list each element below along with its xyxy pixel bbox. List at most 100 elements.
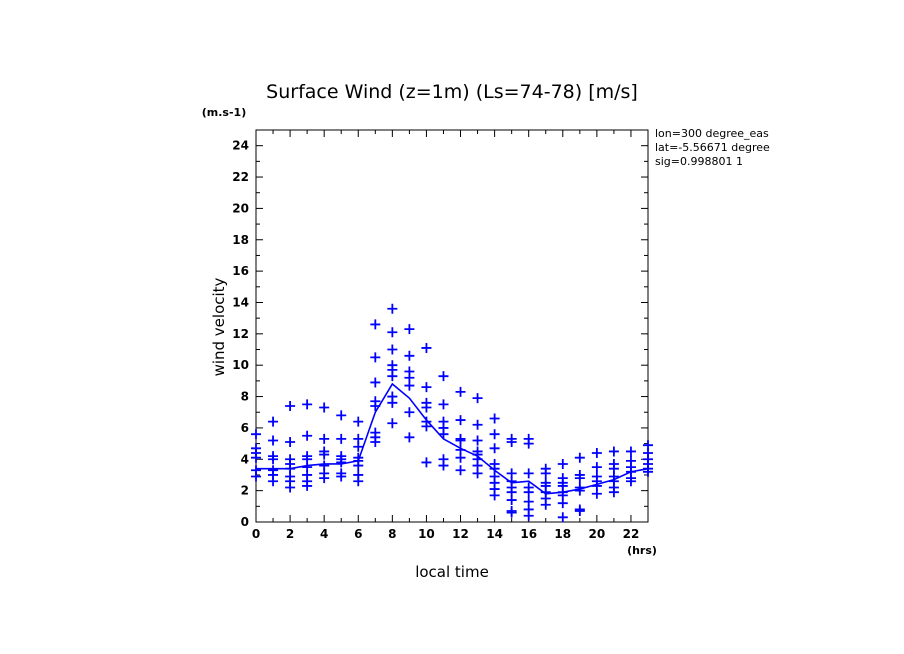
- y-tick-label: 22: [232, 170, 249, 184]
- scatter-point: [574, 485, 585, 496]
- y-tick-label: 10: [232, 358, 249, 372]
- scatter-point: [540, 468, 551, 479]
- scatter-point: [268, 435, 279, 446]
- x-tick-label: 10: [418, 527, 435, 541]
- scatter-point: [489, 413, 500, 424]
- scatter-point: [455, 465, 466, 476]
- scatter-point: [370, 352, 381, 363]
- scatter-point: [353, 416, 364, 427]
- scatter-point: [251, 471, 261, 482]
- scatter-point: [540, 499, 551, 510]
- y-tick-label: 4: [241, 452, 249, 466]
- scatter-point: [489, 490, 500, 501]
- scatter-point: [319, 473, 330, 484]
- y-axis-unit: (m.s-1): [202, 106, 246, 119]
- scatter-point: [438, 460, 449, 471]
- scatter-point: [523, 468, 534, 479]
- x-axis-unit: (hrs): [627, 544, 657, 557]
- scatter-point: [387, 397, 398, 408]
- scatter-point: [404, 324, 415, 335]
- scatter-point: [591, 462, 602, 473]
- scatter-point: [421, 342, 432, 353]
- x-tick-label: 14: [486, 527, 503, 541]
- x-tick-label: 6: [354, 527, 362, 541]
- info-line: sig=0.998801 1: [655, 155, 743, 168]
- scatter-point: [472, 468, 483, 479]
- scatter-point: [625, 476, 636, 487]
- scatter-point: [489, 443, 500, 454]
- scatter-point: [319, 402, 330, 413]
- scatter-point: [438, 399, 449, 410]
- scatter-point: [608, 487, 619, 498]
- info-line: lon=300 degree_eas: [655, 127, 769, 140]
- scatter-point: [336, 471, 347, 482]
- y-tick-label: 8: [241, 390, 249, 404]
- scatter-point: [404, 350, 415, 361]
- scatter-point: [523, 487, 534, 498]
- scatter-point: [251, 429, 261, 440]
- scatter-point: [574, 506, 585, 517]
- scatter-point: [421, 421, 432, 432]
- scatter-point: [557, 498, 568, 509]
- y-tick-label: 6: [241, 421, 249, 435]
- x-tick-label: 20: [589, 527, 606, 541]
- scatter-point: [455, 435, 466, 446]
- scatter-point: [506, 507, 517, 518]
- scatter-point: [625, 446, 636, 457]
- scatter-point: [421, 402, 432, 413]
- scatter-point: [285, 437, 296, 448]
- x-tick-label: 18: [554, 527, 571, 541]
- scatter-point: [472, 419, 483, 430]
- y-tick-label: 14: [232, 295, 249, 309]
- scatter-point: [353, 441, 364, 452]
- scatter-point: [387, 344, 398, 355]
- x-axis-label: local time: [415, 563, 489, 581]
- scatter-point: [353, 460, 364, 471]
- scatter-point: [268, 476, 279, 487]
- series-line: [256, 382, 649, 495]
- y-tick-label: 16: [232, 264, 249, 278]
- scatter-point: [387, 303, 398, 314]
- chart-title: Surface Wind (z=1m) (Ls=74-78) [m/s]: [266, 81, 638, 103]
- scatter-point: [251, 452, 261, 463]
- scatter-point: [370, 319, 381, 330]
- scatter-point: [455, 386, 466, 397]
- x-tick-label: 22: [623, 527, 640, 541]
- y-axis-label: wind velocity: [210, 277, 228, 376]
- scatter-point: [523, 438, 534, 449]
- scatter-point: [285, 482, 296, 493]
- x-tick-label: 0: [252, 527, 260, 541]
- y-tick-label: 0: [241, 515, 249, 529]
- scatter-point: [370, 377, 381, 388]
- scatter-point: [387, 418, 398, 429]
- scatter-point: [404, 432, 415, 443]
- scatter-point: [336, 410, 347, 421]
- scatter-point: [455, 452, 466, 463]
- scatter-point: [557, 512, 568, 523]
- scatter-point: [421, 382, 432, 393]
- scatter-point: [472, 393, 483, 404]
- scatter-point: [302, 430, 313, 441]
- x-tick-label: 8: [388, 527, 396, 541]
- y-tick-label: 12: [232, 327, 249, 341]
- y-tick-label: 2: [241, 484, 249, 498]
- scatter-point: [302, 399, 313, 410]
- scatter-point: [370, 437, 381, 448]
- scatter-point: [421, 457, 432, 468]
- scatter-point: [319, 433, 330, 444]
- x-tick-label: 4: [320, 527, 328, 541]
- y-tick-label: 20: [232, 201, 249, 215]
- scatter-point: [404, 380, 415, 391]
- plot-frame: [255, 129, 649, 523]
- scatter-point: [319, 449, 330, 460]
- scatter-point: [455, 415, 466, 426]
- scatter-point: [336, 433, 347, 444]
- scatter-point: [268, 454, 279, 465]
- scatter-point: [489, 429, 500, 440]
- scatter-point: [643, 466, 653, 477]
- scatter-point: [591, 448, 602, 459]
- scatter-point: [387, 327, 398, 338]
- scatter-point: [506, 437, 517, 448]
